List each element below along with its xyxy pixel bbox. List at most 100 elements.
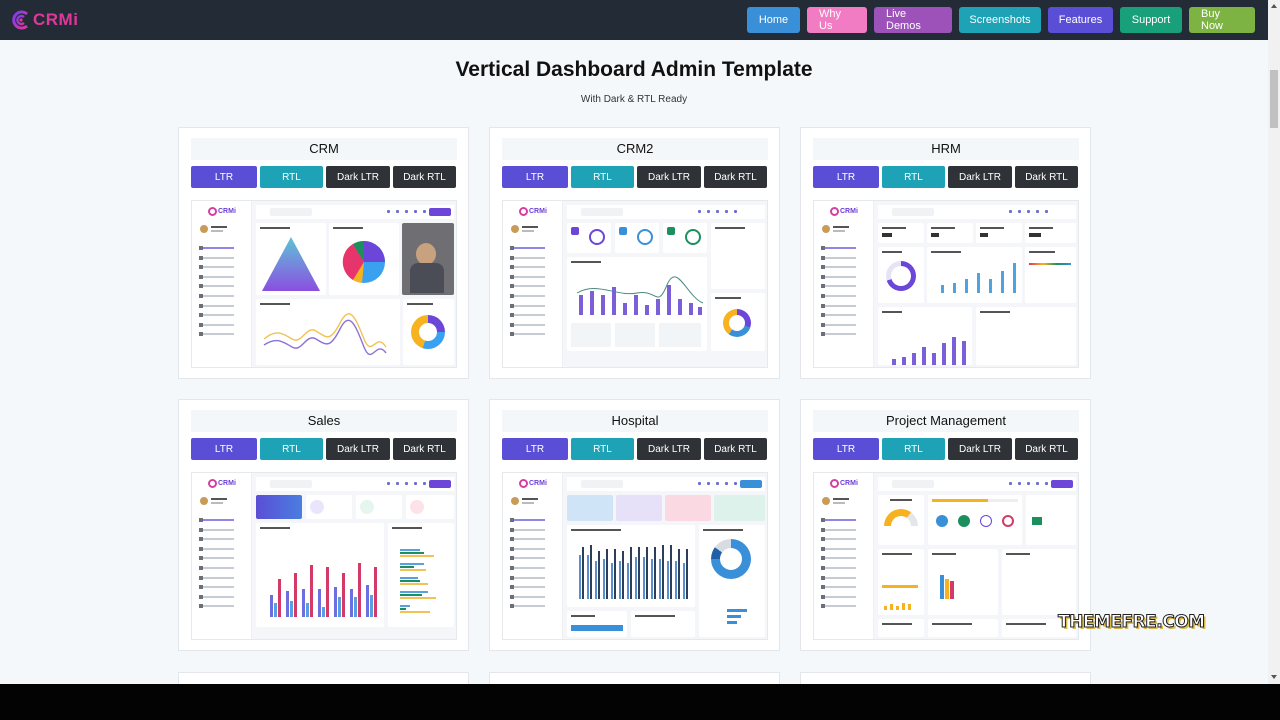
demo-preview-project-management[interactable]: CRMi (813, 472, 1079, 640)
rtl-button[interactable]: RTL (882, 438, 945, 460)
ltr-button[interactable]: LTR (191, 166, 257, 188)
demo-card-crm: CRM LTR RTL Dark LTR Dark RTL CRMi (178, 127, 469, 379)
demo-card-crm2: CRM2 LTR RTL Dark LTR Dark RTL CRMi (489, 127, 780, 379)
nav-features-button[interactable]: Features (1048, 7, 1113, 33)
bar-chart-icon (941, 263, 1016, 293)
preview-logo: CRMi (519, 479, 547, 488)
preview-panel-project-steps (928, 495, 1022, 545)
scroll-down-arrow-icon[interactable] (1271, 675, 1277, 679)
preview-panel-staff-turnover (878, 307, 972, 365)
demo-title: Sales (191, 410, 457, 432)
demo-title: HRM (813, 138, 1079, 160)
dark-ltr-button[interactable]: Dark LTR (637, 438, 701, 460)
demo-title: Hospital (502, 410, 768, 432)
scroll-up-arrow-icon[interactable] (1271, 4, 1277, 8)
page-title: Vertical Dashboard Admin Template (455, 58, 813, 81)
preview-stat (1025, 223, 1076, 243)
preview-panel-sales-analytics (711, 293, 765, 351)
demo-card-next-2 (489, 672, 780, 684)
brand-name: CRMi (33, 10, 79, 29)
ltr-button[interactable]: LTR (502, 166, 568, 188)
preview-sidebar: CRMi (814, 473, 874, 639)
demo-preview-crm[interactable]: CRMi (191, 200, 457, 368)
dark-ltr-button[interactable]: Dark LTR (948, 166, 1012, 188)
preview-stat-beds (665, 495, 711, 521)
horizontal-bar-chart-icon (400, 549, 436, 613)
nav-support-button[interactable]: Support (1120, 7, 1182, 33)
preview-stat-store-status (256, 495, 302, 519)
preview-stat-total-profit (356, 495, 402, 519)
rtl-button[interactable]: RTL (882, 166, 945, 188)
preview-panel-overall-progress (878, 495, 924, 545)
preview-stat (878, 223, 924, 243)
preview-topbar (256, 205, 454, 219)
dark-ltr-button[interactable]: Dark LTR (948, 438, 1012, 460)
watermark-text: THEMEFRE.COM (1058, 612, 1206, 633)
preview-sidebar: CRMi (503, 473, 563, 639)
preview-stat-total-sales (306, 495, 352, 519)
dark-rtl-button[interactable]: Dark RTL (704, 166, 767, 188)
rtl-button[interactable]: RTL (571, 438, 634, 460)
demo-variant-buttons: LTR RTL Dark LTR Dark RTL (191, 166, 457, 188)
preview-stat-ongoing (615, 223, 659, 253)
nav-live-demos-button[interactable]: Live Demos (874, 7, 952, 33)
rtl-button[interactable]: RTL (260, 166, 323, 188)
demo-variant-buttons: LTR RTL Dark LTR Dark RTL (813, 438, 1079, 460)
dark-rtl-button[interactable]: Dark RTL (393, 166, 456, 188)
ltr-button[interactable]: LTR (191, 438, 257, 460)
preview-panel-total-hours (878, 619, 924, 637)
preview-panel-sales-analytics-donut (403, 299, 454, 365)
dark-rtl-button[interactable]: Dark RTL (393, 438, 456, 460)
preview-logo: CRMi (830, 207, 858, 216)
demo-preview-crm2[interactable]: CRMi (502, 200, 768, 368)
bar-chart-icon (579, 545, 688, 599)
demo-card-next-3 (800, 672, 1091, 684)
demo-preview-sales[interactable]: CRMi (191, 472, 457, 640)
preview-topbar (567, 477, 765, 491)
preview-panel-patient-satisfaction (699, 525, 765, 637)
preview-panel-company (402, 223, 454, 295)
nav-screenshots-button[interactable]: Screenshots (959, 7, 1041, 33)
dark-ltr-button[interactable]: Dark LTR (326, 438, 390, 460)
preview-panel-recent-activity (711, 223, 765, 289)
nav-home-button[interactable]: Home (747, 7, 800, 33)
demo-preview-hrm[interactable]: CRMi (813, 200, 1079, 368)
bar-chart-icon (892, 337, 966, 365)
pie-chart-icon (342, 240, 385, 283)
bar-line-chart-icon (571, 276, 704, 347)
preview-stat-complete (663, 223, 707, 253)
preview-stat-projects (567, 223, 611, 253)
pyramid-chart-icon (262, 237, 320, 291)
dark-rtl-button[interactable]: Dark RTL (1015, 438, 1078, 460)
preview-panel-launch-date (1026, 495, 1076, 545)
preview-stat-outpatients (567, 495, 613, 521)
rtl-button[interactable]: RTL (260, 438, 323, 460)
preview-logo: CRMi (830, 479, 858, 488)
preview-sidebar: CRMi (503, 201, 563, 367)
preview-topbar (567, 205, 765, 219)
ltr-button[interactable]: LTR (813, 166, 879, 188)
dark-rtl-button[interactable]: Dark RTL (704, 438, 767, 460)
preview-panel-revenue-on-projects (878, 549, 924, 615)
demo-preview-hospital[interactable]: CRMi (502, 472, 768, 640)
dark-ltr-button[interactable]: Dark LTR (637, 166, 701, 188)
page-subtitle: With Dark & RTL Ready (580, 94, 688, 105)
brand-logo[interactable]: CRMi (10, 8, 78, 32)
line-chart-icon (263, 313, 387, 356)
scrollbar-thumb[interactable] (1270, 70, 1278, 128)
preview-panel-overdue-tasks (1002, 549, 1076, 615)
preview-panel-project-budget (928, 549, 998, 615)
preview-topbar (878, 477, 1076, 491)
preview-topbar (878, 205, 1076, 219)
rtl-button[interactable]: RTL (571, 166, 634, 188)
nav-buy-now-button[interactable]: Buy Now (1189, 7, 1255, 33)
page-scrollbar[interactable] (1268, 0, 1280, 684)
dark-rtl-button[interactable]: Dark RTL (1015, 166, 1078, 188)
preview-logo: CRMi (208, 207, 236, 216)
nav-why-us-button[interactable]: Why Us (807, 7, 867, 33)
ltr-button[interactable]: LTR (813, 438, 879, 460)
dark-ltr-button[interactable]: Dark LTR (326, 166, 390, 188)
ltr-button[interactable]: LTR (502, 438, 568, 460)
preview-panel-working-format (878, 247, 924, 303)
preview-panel-sales-pipeline (256, 223, 326, 295)
